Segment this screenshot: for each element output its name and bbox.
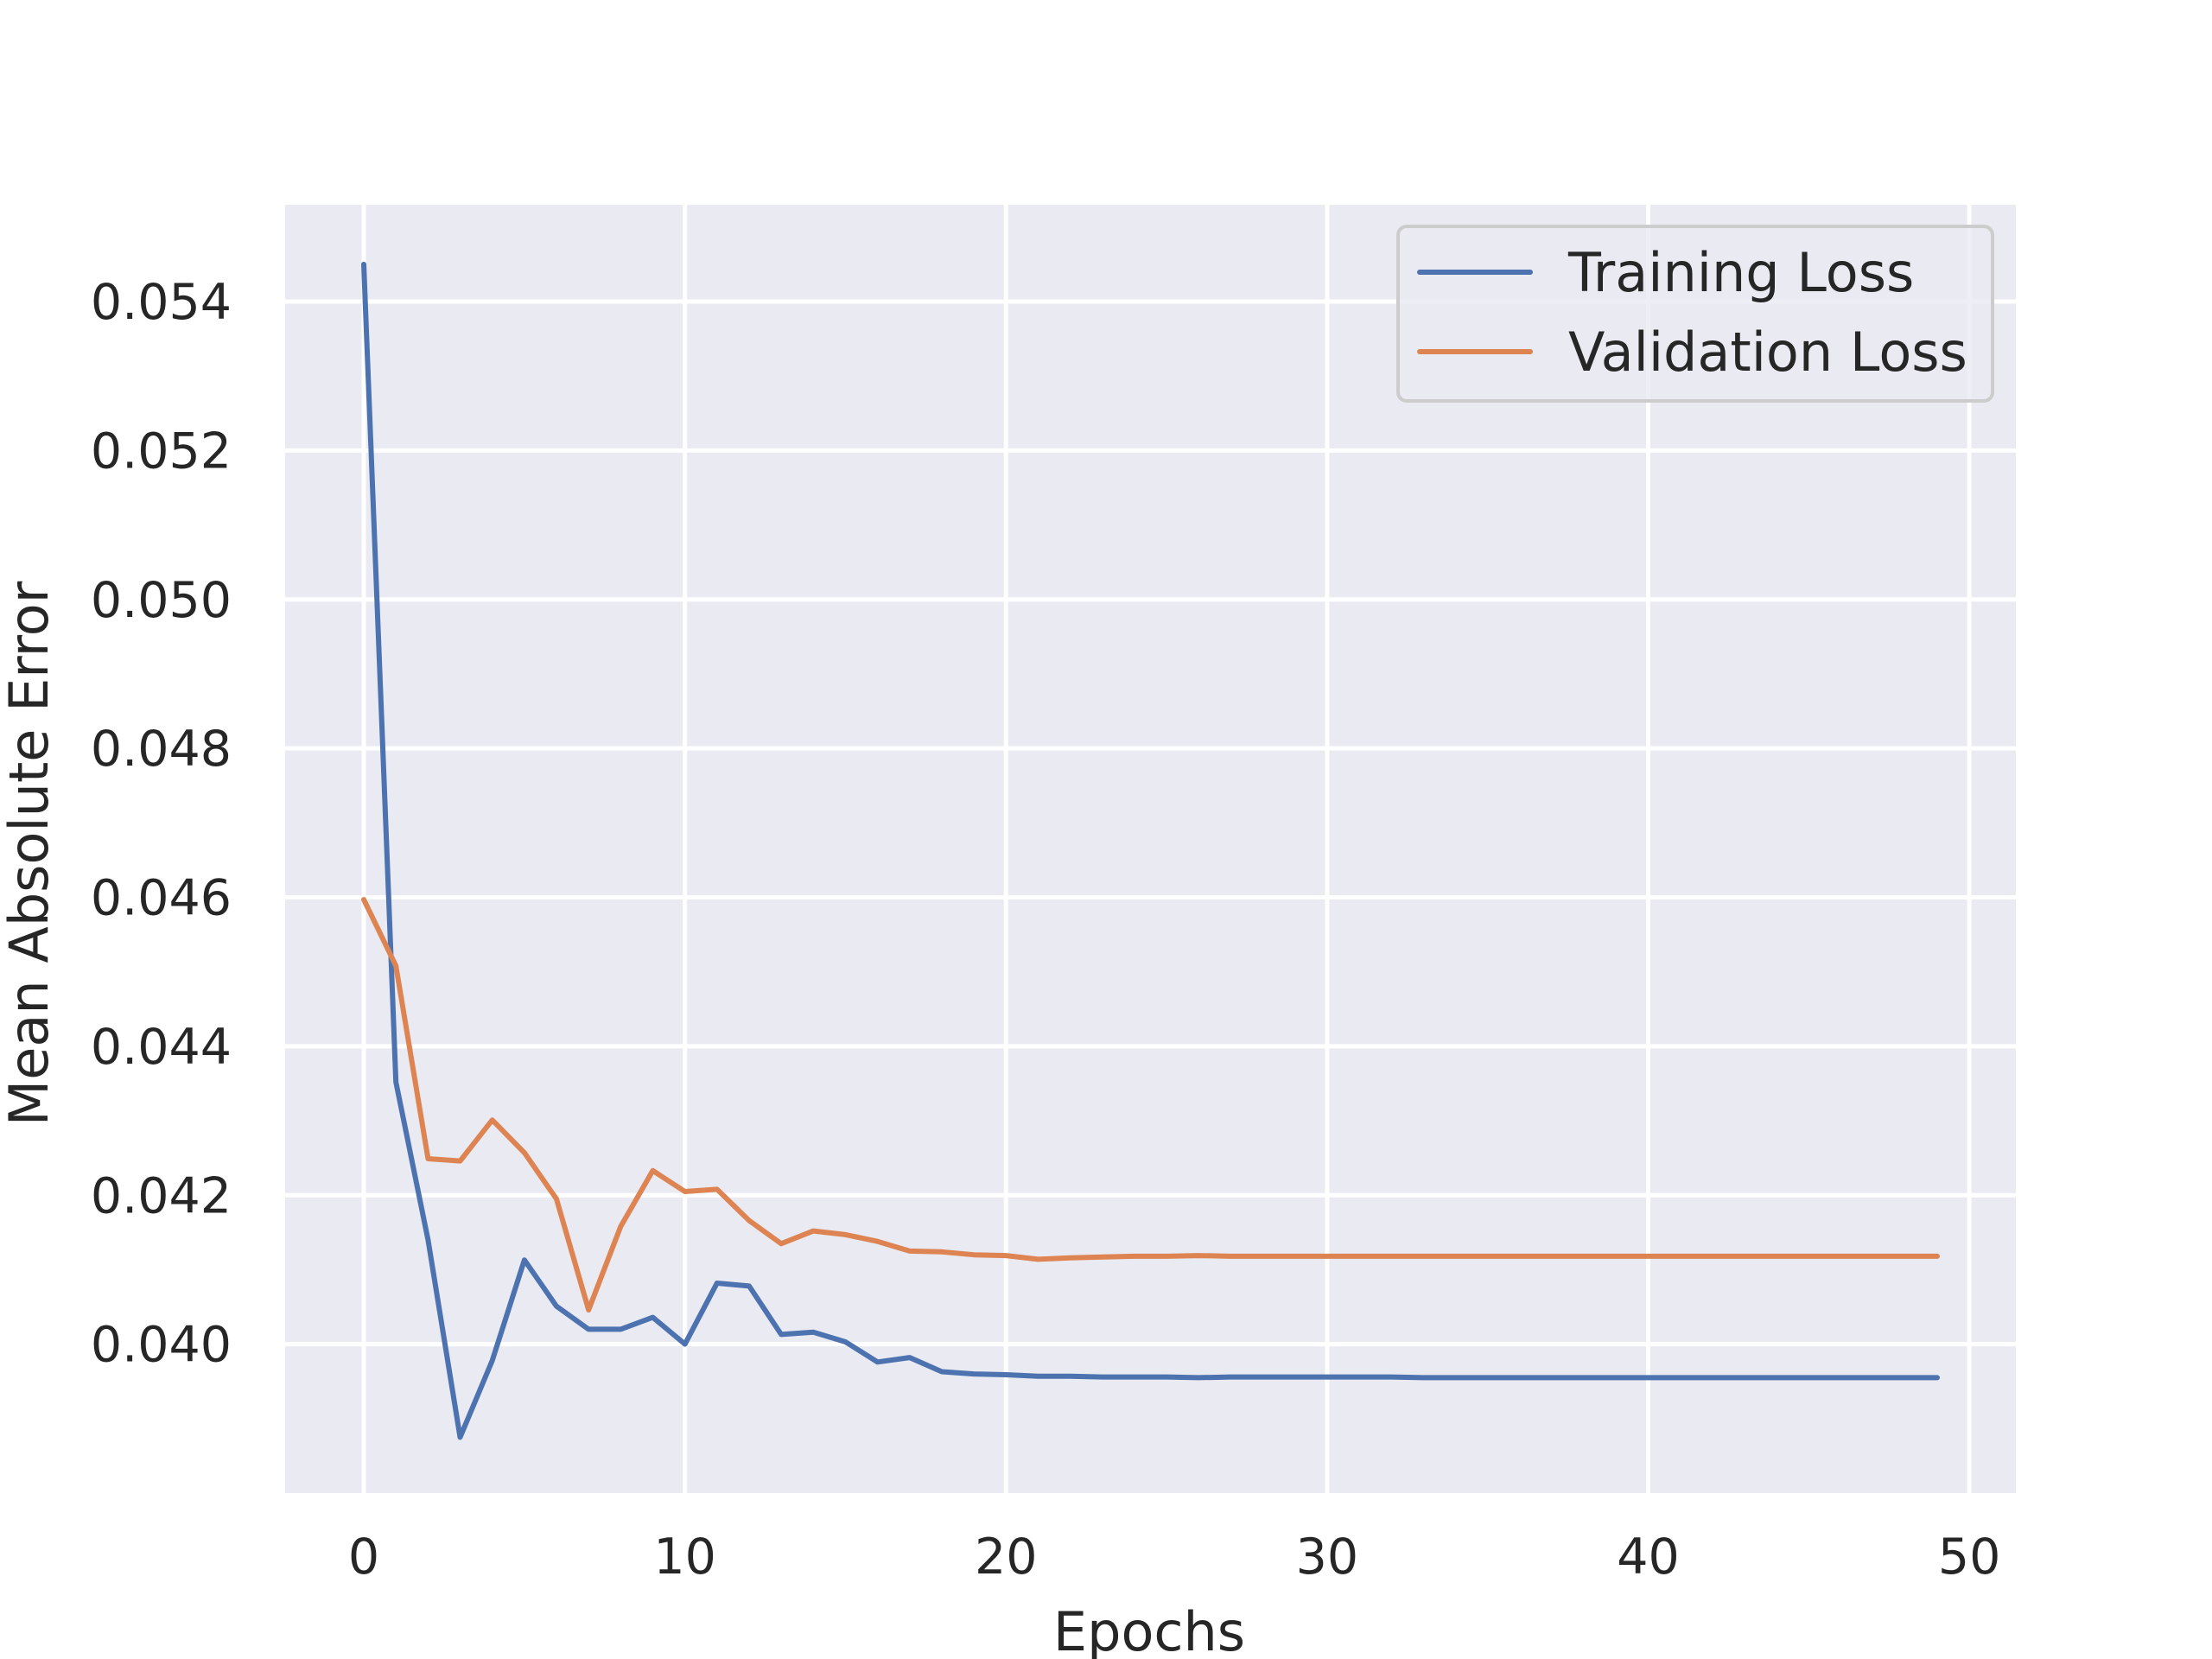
grid-lines	[285, 205, 2016, 1493]
x-tick-label: 40	[1617, 1529, 1680, 1586]
x-tick-label: 10	[653, 1529, 716, 1586]
y-tick-label: 0.054	[91, 274, 232, 331]
legend: Training Loss Validation Loss	[1396, 225, 1994, 403]
series-line-validation-loss	[361, 897, 1940, 1313]
y-tick-label: 0.044	[91, 1019, 232, 1076]
series-lines	[361, 261, 1940, 1440]
x-axis-ticks: 0 10 20 30 40 50	[348, 1529, 2000, 1586]
y-tick-label: 0.050	[91, 572, 232, 629]
x-tick-label: 50	[1938, 1529, 2001, 1586]
legend-label: Training Loss	[1567, 241, 1914, 304]
y-tick-label: 0.048	[91, 721, 232, 778]
legend-label: Validation Loss	[1568, 321, 1967, 384]
y-tick-label: 0.040	[91, 1317, 232, 1374]
x-tick-label: 30	[1296, 1529, 1359, 1586]
plot-area	[285, 205, 2016, 1493]
x-tick-label: 0	[348, 1529, 379, 1586]
y-axis-title: Mean Absolute Error	[0, 581, 60, 1126]
x-axis-title: Epochs	[1053, 1600, 1245, 1659]
legend-box	[1396, 225, 1994, 403]
y-tick-label: 0.042	[91, 1167, 232, 1224]
y-axis-ticks: 0.040 0.042 0.044 0.046 0.048 0.050 0.052 0.054	[91, 274, 232, 1374]
x-tick-label: 20	[975, 1529, 1038, 1586]
y-tick-label: 0.046	[91, 870, 232, 927]
series-line-training-loss	[361, 261, 1940, 1440]
y-tick-label: 0.052	[91, 423, 232, 480]
